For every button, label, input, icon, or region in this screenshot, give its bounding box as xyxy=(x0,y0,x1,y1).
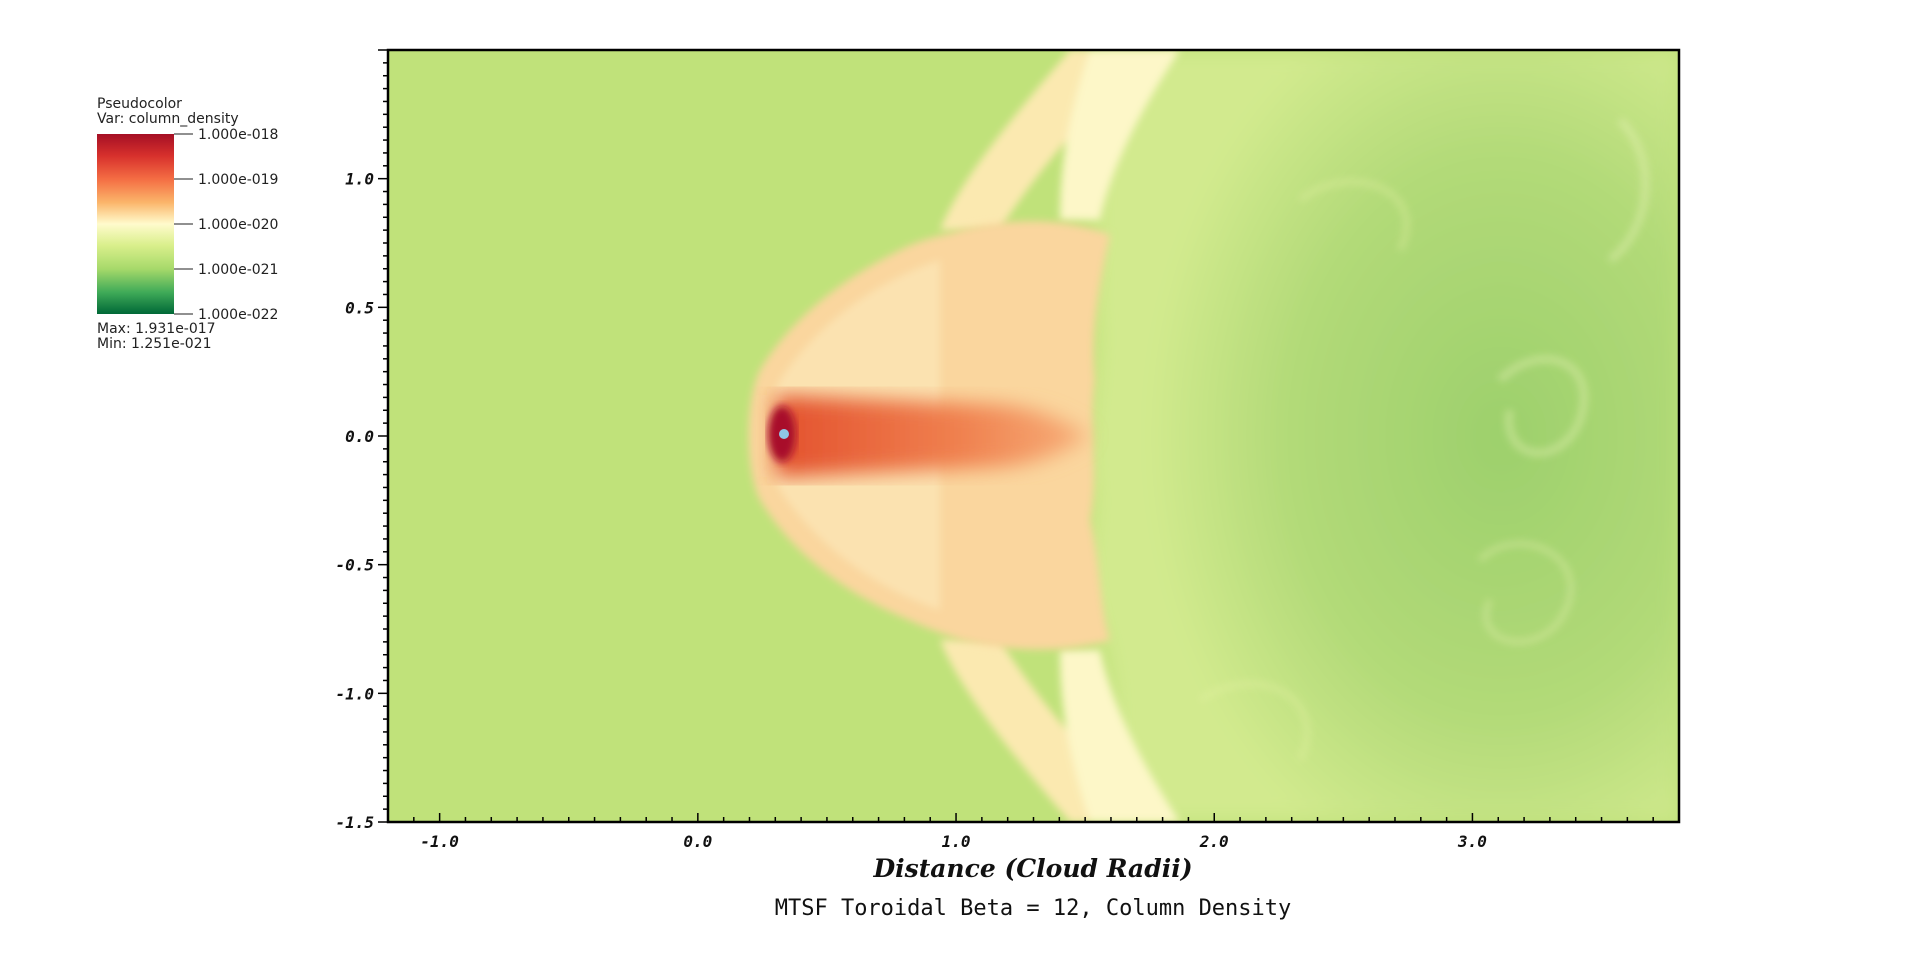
density-field xyxy=(388,50,1679,822)
x-axis-label: Distance (Cloud Radii) xyxy=(872,854,1192,883)
y-tick-label: 0.0 xyxy=(345,427,374,446)
legend-min: Min: 1.251e-021 xyxy=(97,336,211,352)
x-tick-label: -1.0 xyxy=(420,832,459,851)
legend-max: Max: 1.931e-017 xyxy=(97,321,216,337)
legend-plot-type: Pseudocolor xyxy=(97,96,182,112)
y-tick-label: -1.0 xyxy=(335,684,374,703)
colorbar xyxy=(97,134,174,314)
y-tick-label: -0.5 xyxy=(335,556,374,575)
colorbar-level-label: 1.000e-022 xyxy=(198,307,278,323)
x-tick-label: 1.0 xyxy=(942,832,971,851)
x-tick-label: 2.0 xyxy=(1199,832,1229,851)
x-axis: -1.0 0.0 1.0 2.0 3.0 xyxy=(387,813,1680,851)
y-axis: -1.5 -1.0 -0.5 0.0 0.5 1.0 xyxy=(335,49,388,832)
chart-title: MTSF Toroidal Beta = 12, Column Density xyxy=(775,896,1292,921)
core-marker xyxy=(779,429,789,439)
y-tick-label: 1.0 xyxy=(345,170,374,189)
turbulent-wake xyxy=(1087,50,1679,822)
colorbar-level-label: 1.000e-021 xyxy=(198,262,278,278)
turbulence-swirls xyxy=(1198,117,1650,762)
bow-shock xyxy=(940,50,1180,822)
colorbar-ticks: 1.000e-018 1.000e-019 1.000e-020 1.000e-021… xyxy=(174,127,278,323)
x-tick-label: 0.0 xyxy=(683,832,712,851)
density-tail xyxy=(775,395,1090,477)
legend-variable: Var: column_density xyxy=(97,111,239,127)
x-tick-label: 3.0 xyxy=(1457,832,1487,851)
y-tick-label: -1.5 xyxy=(335,813,374,832)
colorbar-level-label: 1.000e-018 xyxy=(198,127,278,143)
y-tick-label: 0.5 xyxy=(345,298,374,317)
colorbar-level-label: 1.000e-019 xyxy=(198,172,278,188)
colorbar-level-label: 1.000e-020 xyxy=(198,217,278,233)
color-legend: Pseudocolor Var: column_density 1.000e-0… xyxy=(97,96,278,352)
